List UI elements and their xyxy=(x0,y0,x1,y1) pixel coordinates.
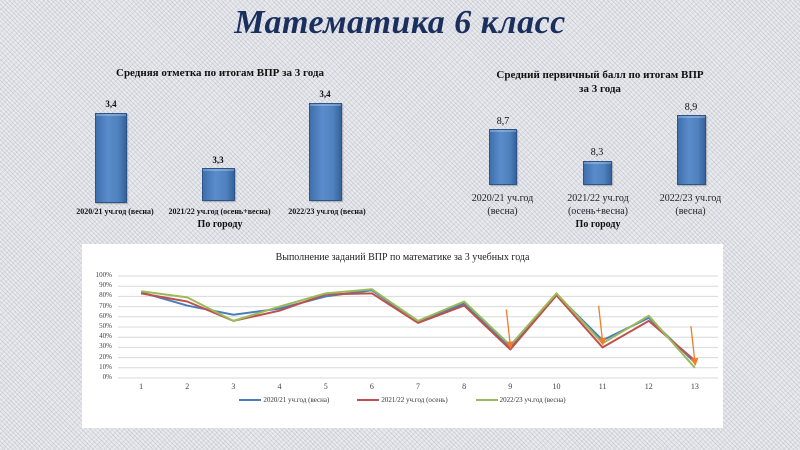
bar-2020-21 xyxy=(489,129,517,185)
category-label: 2020/21 уч.год (весна) xyxy=(460,192,545,218)
x-axis-title: По городу xyxy=(575,219,621,230)
category-label-line: 2022/23 уч.год xyxy=(659,193,722,204)
y-tick-label: 100% xyxy=(95,271,112,279)
category-label-line: 2020/21 уч.год xyxy=(471,193,534,204)
x-tick-label: 5 xyxy=(323,382,328,391)
bar-value-label: 8,7 xyxy=(496,116,510,127)
legend-item: 2020/21 уч.год (весна) xyxy=(239,396,329,404)
arrow-icon xyxy=(690,326,699,367)
y-tick-label: 80% xyxy=(99,291,112,300)
category-label: 2022/23 уч.год (весна) xyxy=(288,207,366,216)
slide-title: Математика 6 класс xyxy=(234,4,566,41)
y-tick-label: 70% xyxy=(99,301,112,310)
bar-2022-23 xyxy=(677,115,706,185)
legend-label: 2022/23 уч.год (весна) xyxy=(499,396,566,404)
y-tick-label: 90% xyxy=(99,281,112,290)
legend-item: 2022/23 уч.год (весна) xyxy=(475,396,566,404)
category-label-line: 2021/22 уч.год xyxy=(567,193,629,204)
bar-value-label: 3,4 xyxy=(105,99,117,109)
avg-grade-chart-title: Средняя отметка по итогам ВПР за 3 года xyxy=(116,67,324,79)
plot-area xyxy=(118,275,718,379)
arrow-icon xyxy=(505,309,514,350)
y-tick-label: 0% xyxy=(102,373,112,381)
category-label-line: (осень+весна) xyxy=(567,206,629,217)
x-tick-label: 2 xyxy=(185,382,190,391)
task-completion-line-chart: Выполнение заданий ВПР по математике за … xyxy=(82,244,723,428)
x-tick-label: 8 xyxy=(462,382,467,391)
legend-swatch-green xyxy=(475,399,498,401)
y-tick-label: 10% xyxy=(99,362,112,371)
category-label: 2022/23 уч.год (весна) xyxy=(648,192,733,218)
y-tick-label: 20% xyxy=(99,352,112,361)
legend: 2020/21 уч.год (весна) 2021/22 уч.год (о… xyxy=(82,396,723,404)
x-tick-label: 11 xyxy=(598,382,607,391)
y-tick-label: 30% xyxy=(99,342,112,351)
y-tick-label: 50% xyxy=(99,322,112,330)
series-line xyxy=(140,288,696,369)
bar-value-label: 3,4 xyxy=(319,89,331,99)
y-tick-label: 60% xyxy=(99,311,112,320)
bar-2021-22 xyxy=(583,161,612,185)
x-tick-label: 9 xyxy=(508,382,513,391)
x-tick-label: 7 xyxy=(416,382,420,391)
avg-score-chart-title-line1: Средний первичный балл по итогам ВПР xyxy=(496,69,704,81)
x-tick-label: 4 xyxy=(277,382,282,391)
legend-item: 2021/22 уч.год (осень) xyxy=(357,396,448,404)
bar-value-label: 8,3 xyxy=(590,147,604,158)
bar-value-label: 3,3 xyxy=(212,155,224,165)
x-tick-label: 6 xyxy=(369,382,374,391)
category-label: 2020/21 уч.год (весна) xyxy=(76,207,154,216)
line-chart-title: Выполнение заданий ВПР по математике за … xyxy=(275,252,530,263)
x-axis-title: По городу xyxy=(197,219,243,230)
x-tick-label: 3 xyxy=(231,382,236,391)
bar-2021-22 xyxy=(202,168,235,201)
x-tick-label: 10 xyxy=(552,382,561,391)
avg-score-chart-title-line2: за 3 года xyxy=(579,83,621,95)
arrow-icon xyxy=(597,305,607,346)
x-tick-label: 1 xyxy=(139,382,144,391)
legend-label: 2020/21 уч.год (весна) xyxy=(263,396,330,404)
x-tick-label: 12 xyxy=(644,382,653,391)
category-label-line: (весна) xyxy=(487,206,518,217)
legend-label: 2021/22 уч.год (осень) xyxy=(381,396,448,404)
x-tick-label: 13 xyxy=(690,382,699,391)
category-label-line: (весна) xyxy=(675,206,706,217)
category-label: 2021/22 уч.год (осень+весна) xyxy=(553,192,643,218)
bar-2022-23 xyxy=(309,103,342,201)
legend-swatch-blue xyxy=(239,399,262,401)
legend-swatch-red xyxy=(357,399,380,401)
bar-value-label: 8,9 xyxy=(684,102,698,113)
series-line xyxy=(140,289,696,364)
category-label: 2021/22 уч.год (осень+весна) xyxy=(168,207,271,216)
bar-2020-21 xyxy=(95,113,127,203)
y-tick-label: 40% xyxy=(99,332,112,341)
